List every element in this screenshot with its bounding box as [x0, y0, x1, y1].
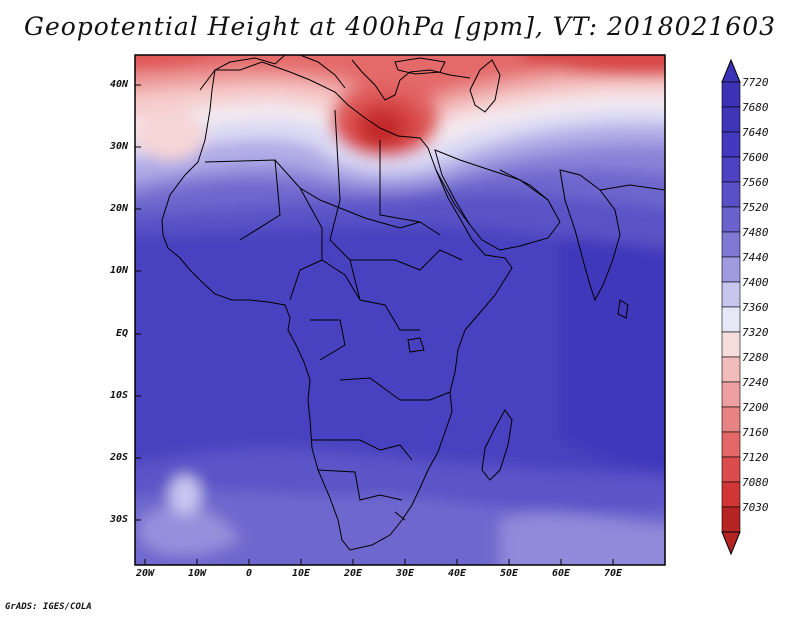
colorbar-swatch	[721, 306, 741, 333]
colorbar-label: 7600	[742, 151, 769, 164]
colorbar-swatch	[721, 156, 741, 183]
plot-frame	[134, 54, 666, 566]
lon-label-20e: 20E	[343, 568, 363, 579]
lon-label-70e: 70E	[603, 568, 623, 579]
colorbar-swatch	[721, 406, 741, 433]
lon-label-0: 0	[245, 568, 253, 579]
colorbar-swatch	[721, 206, 741, 233]
colorbar-label: 7240	[742, 376, 769, 389]
colorbar-label: 7200	[742, 401, 769, 414]
colorbar-swatch	[721, 506, 741, 533]
height-field	[135, 55, 665, 565]
lon-label-20w: 20W	[135, 568, 155, 579]
colorbar-label: 7680	[742, 101, 769, 114]
lat-label-30n: 30N	[109, 141, 128, 152]
colorbar-label: 7030	[742, 501, 769, 514]
colorbar-label: 7160	[742, 426, 769, 439]
colorbar-swatch	[721, 381, 741, 408]
colorbar-swatch	[721, 106, 741, 133]
lat-label-10n: 10N	[109, 265, 128, 276]
colorbar-swatch	[721, 181, 741, 208]
coastlines	[161, 55, 665, 551]
colorbar-swatch	[721, 356, 741, 383]
axis-ticks	[135, 84, 614, 565]
lat-label-40n: 40N	[109, 79, 128, 90]
lon-label-10w: 10W	[187, 568, 207, 579]
colorbar-label: 7320	[742, 326, 769, 339]
colorbar-swatch	[721, 281, 741, 308]
colorbar-label: 7720	[742, 76, 769, 89]
colorbar-label: 7480	[742, 226, 769, 239]
colorbar-label: 7560	[742, 176, 769, 189]
colorbar-label: 7640	[742, 126, 769, 139]
map-title: Geopotential Height at 400hPa [gpm], VT:…	[23, 12, 777, 41]
lat-label-eq: EQ	[115, 328, 128, 339]
colorbar-swatch	[721, 456, 741, 483]
colorbar-swatch	[721, 81, 741, 108]
lon-label-60e: 60E	[551, 568, 571, 579]
lon-label-50e: 50E	[499, 568, 519, 579]
colorbar-max-arrow	[721, 58, 741, 83]
lat-label-20s: 20S	[109, 452, 128, 463]
colorbar-swatch	[721, 231, 741, 258]
colorbar	[721, 58, 741, 556]
colorbar-swatch	[721, 131, 741, 158]
colorbar-label: 7360	[742, 301, 769, 314]
lon-label-10e: 10E	[291, 568, 311, 579]
lat-label-10s: 10S	[109, 390, 128, 401]
colorbar-label: 7120	[742, 451, 769, 464]
colorbar-label: 7280	[742, 351, 769, 364]
lat-label-20n: 20N	[109, 203, 128, 214]
colorbar-min-arrow	[721, 531, 741, 556]
colorbar-label: 7400	[742, 276, 769, 289]
lon-label-30e: 30E	[395, 568, 415, 579]
colorbar-label: 7520	[742, 201, 769, 214]
lon-label-40e: 40E	[447, 568, 467, 579]
credit-text: GrADS: IGES/COLA	[5, 602, 92, 612]
colorbar-label: 7440	[742, 251, 769, 264]
colorbar-swatch	[721, 256, 741, 283]
colorbar-swatch	[721, 331, 741, 358]
colorbar-label: 7080	[742, 476, 769, 489]
lat-label-30s: 30S	[109, 514, 128, 525]
colorbar-swatch	[721, 481, 741, 508]
colorbar-swatch	[721, 431, 741, 458]
